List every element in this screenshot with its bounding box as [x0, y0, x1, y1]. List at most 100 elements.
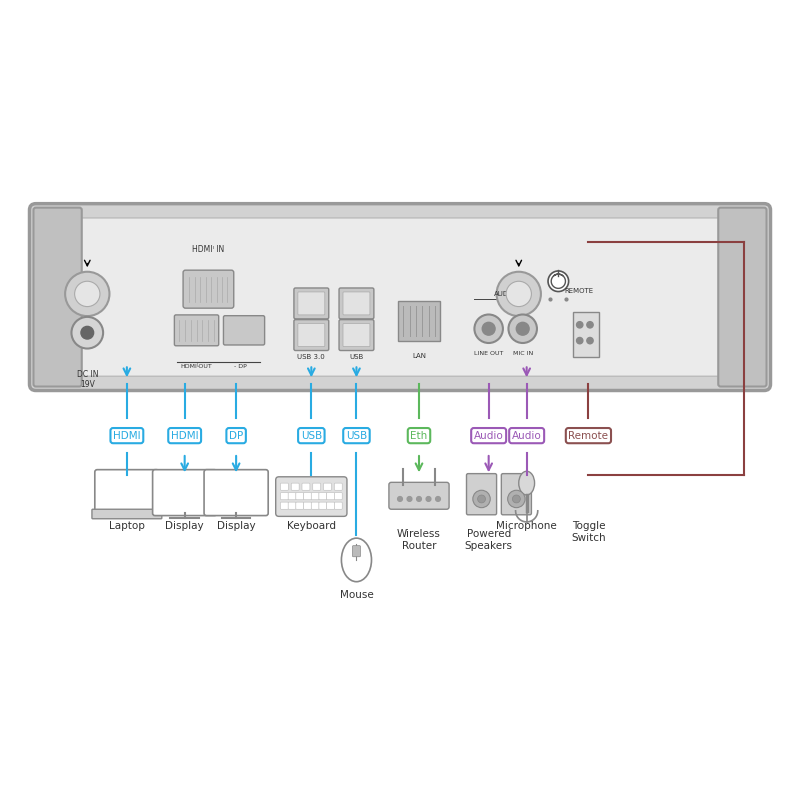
- Ellipse shape: [342, 538, 371, 582]
- FancyBboxPatch shape: [204, 470, 268, 515]
- FancyBboxPatch shape: [281, 502, 288, 510]
- Text: DP: DP: [229, 430, 243, 441]
- Circle shape: [516, 322, 529, 335]
- Circle shape: [426, 497, 431, 502]
- FancyBboxPatch shape: [281, 483, 288, 490]
- Text: HDMI: HDMI: [171, 430, 198, 441]
- Circle shape: [65, 272, 110, 316]
- Text: Audio: Audio: [512, 430, 542, 441]
- FancyBboxPatch shape: [183, 270, 234, 308]
- Text: Laptop: Laptop: [109, 521, 145, 531]
- FancyBboxPatch shape: [313, 483, 321, 490]
- Circle shape: [497, 272, 541, 316]
- Text: Audio: Audio: [474, 430, 503, 441]
- FancyBboxPatch shape: [34, 208, 82, 386]
- FancyBboxPatch shape: [153, 470, 217, 515]
- Text: LAN: LAN: [412, 353, 426, 358]
- Circle shape: [509, 314, 537, 343]
- Circle shape: [71, 317, 103, 349]
- FancyBboxPatch shape: [302, 483, 310, 490]
- FancyBboxPatch shape: [334, 493, 342, 500]
- FancyBboxPatch shape: [718, 208, 766, 386]
- Circle shape: [436, 497, 440, 502]
- FancyBboxPatch shape: [311, 502, 319, 510]
- Text: USB: USB: [346, 430, 367, 441]
- Ellipse shape: [518, 471, 534, 495]
- FancyBboxPatch shape: [334, 483, 342, 490]
- FancyBboxPatch shape: [389, 482, 449, 510]
- FancyBboxPatch shape: [502, 474, 531, 514]
- FancyBboxPatch shape: [353, 546, 361, 557]
- Text: AUDIO: AUDIO: [494, 291, 517, 297]
- Text: Display: Display: [166, 521, 204, 531]
- Circle shape: [478, 495, 486, 503]
- Text: USB: USB: [301, 430, 322, 441]
- Circle shape: [407, 497, 412, 502]
- FancyBboxPatch shape: [298, 292, 325, 315]
- FancyBboxPatch shape: [319, 493, 327, 500]
- Text: HDMI: HDMI: [113, 430, 141, 441]
- FancyBboxPatch shape: [339, 320, 374, 350]
- Circle shape: [473, 490, 490, 508]
- FancyBboxPatch shape: [296, 493, 304, 500]
- FancyBboxPatch shape: [303, 502, 311, 510]
- Circle shape: [508, 490, 525, 508]
- FancyBboxPatch shape: [326, 493, 334, 500]
- Text: MIC IN: MIC IN: [513, 351, 533, 356]
- Circle shape: [81, 326, 94, 339]
- FancyBboxPatch shape: [311, 493, 319, 500]
- FancyBboxPatch shape: [281, 493, 288, 500]
- FancyBboxPatch shape: [319, 502, 327, 510]
- Circle shape: [587, 322, 593, 328]
- FancyBboxPatch shape: [326, 502, 334, 510]
- Text: Wireless
Router: Wireless Router: [397, 529, 441, 550]
- FancyBboxPatch shape: [339, 288, 374, 319]
- FancyBboxPatch shape: [323, 483, 331, 490]
- Text: Powered
Speakers: Powered Speakers: [465, 529, 513, 550]
- FancyBboxPatch shape: [223, 316, 265, 345]
- Circle shape: [548, 271, 569, 291]
- FancyBboxPatch shape: [174, 315, 218, 346]
- Circle shape: [482, 322, 495, 335]
- Text: -OUT: -OUT: [197, 363, 212, 369]
- Text: Mouse: Mouse: [339, 590, 374, 600]
- Circle shape: [506, 282, 531, 306]
- FancyBboxPatch shape: [294, 320, 329, 350]
- FancyBboxPatch shape: [574, 312, 598, 358]
- Circle shape: [513, 495, 520, 503]
- FancyBboxPatch shape: [288, 493, 296, 500]
- FancyBboxPatch shape: [30, 204, 770, 390]
- Text: HDMIᴵ IN: HDMIᴵ IN: [192, 246, 225, 254]
- Text: HDMIᴵ: HDMIᴵ: [180, 363, 198, 369]
- Text: USB: USB: [350, 354, 363, 360]
- FancyBboxPatch shape: [466, 474, 497, 514]
- Text: - DP: - DP: [234, 363, 246, 369]
- Text: REMOTE: REMOTE: [565, 287, 594, 294]
- FancyBboxPatch shape: [276, 477, 347, 516]
- FancyBboxPatch shape: [288, 502, 296, 510]
- Text: LINE OUT: LINE OUT: [474, 351, 503, 356]
- Circle shape: [74, 282, 100, 306]
- Text: Toggle
Switch: Toggle Switch: [571, 521, 606, 542]
- FancyBboxPatch shape: [398, 301, 439, 341]
- Circle shape: [587, 338, 593, 344]
- FancyBboxPatch shape: [291, 483, 299, 490]
- Circle shape: [577, 322, 583, 328]
- Text: Display: Display: [217, 521, 255, 531]
- Text: Remote: Remote: [569, 430, 609, 441]
- Text: Eth: Eth: [410, 430, 428, 441]
- Circle shape: [398, 497, 402, 502]
- FancyBboxPatch shape: [95, 470, 159, 515]
- Text: USB 3.0: USB 3.0: [298, 354, 326, 360]
- FancyBboxPatch shape: [44, 218, 756, 376]
- Circle shape: [577, 338, 583, 344]
- FancyBboxPatch shape: [303, 493, 311, 500]
- FancyBboxPatch shape: [296, 502, 304, 510]
- Circle shape: [474, 314, 503, 343]
- Text: DC IN
19V: DC IN 19V: [77, 370, 98, 390]
- FancyBboxPatch shape: [298, 324, 325, 346]
- Circle shape: [417, 497, 422, 502]
- FancyBboxPatch shape: [294, 288, 329, 319]
- Text: Keyboard: Keyboard: [287, 521, 336, 531]
- FancyBboxPatch shape: [92, 510, 162, 518]
